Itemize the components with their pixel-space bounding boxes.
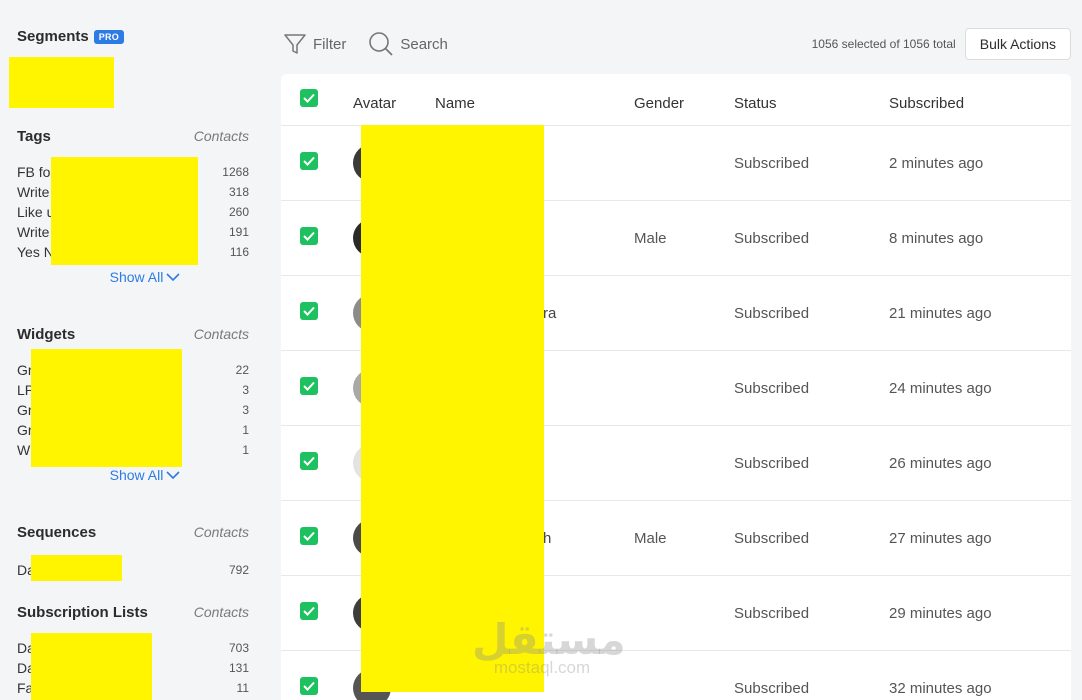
toolbar: Filter Search 1056 selected of 1056 tota… [283,28,1071,60]
contact-subscribed-time: 29 minutes ago [889,605,992,622]
column-header-status[interactable]: Status [734,95,777,112]
widget-item[interactable]: Gr 22 [17,362,249,378]
contact-status: Subscribed [734,605,810,622]
contact-subscribed-time: 24 minutes ago [889,380,992,397]
segments-section: Segments PRO [17,28,249,48]
row-checkbox[interactable] [300,677,318,695]
contact-subscribed-time: 27 minutes ago [889,530,992,547]
row-checkbox[interactable] [300,527,318,545]
select-all-checkbox[interactable] [300,89,318,107]
tag-item[interactable]: Write 191 [17,224,249,240]
contact-status: Subscribed [734,455,810,472]
search-icon [369,32,393,56]
tags-show-all-link[interactable]: Show All [41,269,249,285]
checkmark-icon [303,381,315,391]
contact-subscribed-time: 32 minutes ago [889,680,992,697]
contact-status: Subscribed [734,305,810,322]
redaction-block [31,633,152,700]
sidebar: Segments PRO Tags Contacts FB fo 1268 Wri… [0,0,262,700]
contact-subscribed-time: 21 minutes ago [889,305,992,322]
row-checkbox[interactable] [300,152,318,170]
widgets-title: Widgets [17,326,76,343]
column-header-subscribed[interactable]: Subscribed [889,95,965,112]
tag-item[interactable]: Yes N 116 [17,244,249,260]
subscription-list-item[interactable]: Da 703 [17,640,249,656]
sequences-title: Sequences [17,524,97,541]
tag-item[interactable]: FB fo 1268 [17,164,249,180]
widget-item[interactable]: Gr 1 [17,422,249,438]
row-checkbox[interactable] [300,452,318,470]
row-checkbox[interactable] [300,227,318,245]
selection-count: 1056 selected of 1056 total [811,37,956,51]
redaction-block [9,57,114,108]
checkmark-icon [303,606,315,616]
widget-item[interactable]: Gr 3 [17,402,249,418]
widget-item[interactable]: LP 3 [17,382,249,398]
redaction-block [31,349,182,467]
contact-status: Subscribed [734,230,810,247]
subscription-lists-section: Subscription Lists Contacts Da 703 Da 131 … [17,604,249,698]
filter-icon [284,34,306,54]
column-header-avatar[interactable]: Avatar [353,95,397,112]
chevron-down-icon [166,470,180,479]
contact-status: Subscribed [734,380,810,397]
tag-item[interactable]: Like u 260 [17,204,249,220]
table-header: Avatar Name Gender Status Subscribed [281,74,1071,126]
subscription-list-item[interactable]: Fa 11 [17,680,249,696]
contact-status: Subscribed [734,530,810,547]
redaction-block [51,157,198,265]
sequence-item[interactable]: Da 792 [17,562,249,578]
checkmark-icon [303,156,315,166]
row-checkbox[interactable] [300,377,318,395]
sequences-section: Sequences Contacts Da 792 [17,524,249,580]
contact-gender: Male [634,530,667,547]
tags-contacts-header: Contacts [193,128,249,144]
redaction-block [361,125,544,692]
tags-title: Tags [17,128,51,145]
checkmark-icon [303,531,315,541]
segments-title[interactable]: Segments PRO [17,28,125,45]
bulk-actions-button[interactable]: Bulk Actions [964,28,1071,60]
filter-button[interactable]: Filter [283,32,346,56]
row-checkbox[interactable] [300,602,318,620]
checkmark-icon [303,93,315,103]
contact-name[interactable]: ra [543,305,557,322]
tag-item[interactable]: Write 318 [17,184,249,200]
contact-name[interactable]: h [543,530,552,547]
sequences-contacts-header: Contacts [193,524,249,540]
column-header-name[interactable]: Name [435,95,476,112]
checkmark-icon [303,306,315,316]
subscription-lists-contacts-header: Contacts [193,604,249,620]
contact-subscribed-time: 26 minutes ago [889,455,992,472]
chevron-down-icon [166,272,180,281]
checkmark-icon [303,456,315,466]
row-checkbox[interactable] [300,302,318,320]
checkmark-icon [303,681,315,691]
checkmark-icon [303,231,315,241]
pro-badge: PRO [93,29,125,44]
subscription-lists-title: Subscription Lists [17,604,148,621]
contact-status: Subscribed [734,680,810,697]
contact-gender: Male [634,230,667,247]
redaction-block [31,555,122,581]
contact-status: Subscribed [734,155,810,172]
widgets-show-all-link[interactable]: Show All [41,467,249,483]
column-header-gender[interactable]: Gender [634,95,685,112]
subscription-list-item[interactable]: Da 131 [17,660,249,676]
contact-subscribed-time: 2 minutes ago [889,155,984,172]
contact-subscribed-time: 8 minutes ago [889,230,984,247]
widgets-contacts-header: Contacts [193,326,249,342]
search-button[interactable]: Search [368,31,448,57]
